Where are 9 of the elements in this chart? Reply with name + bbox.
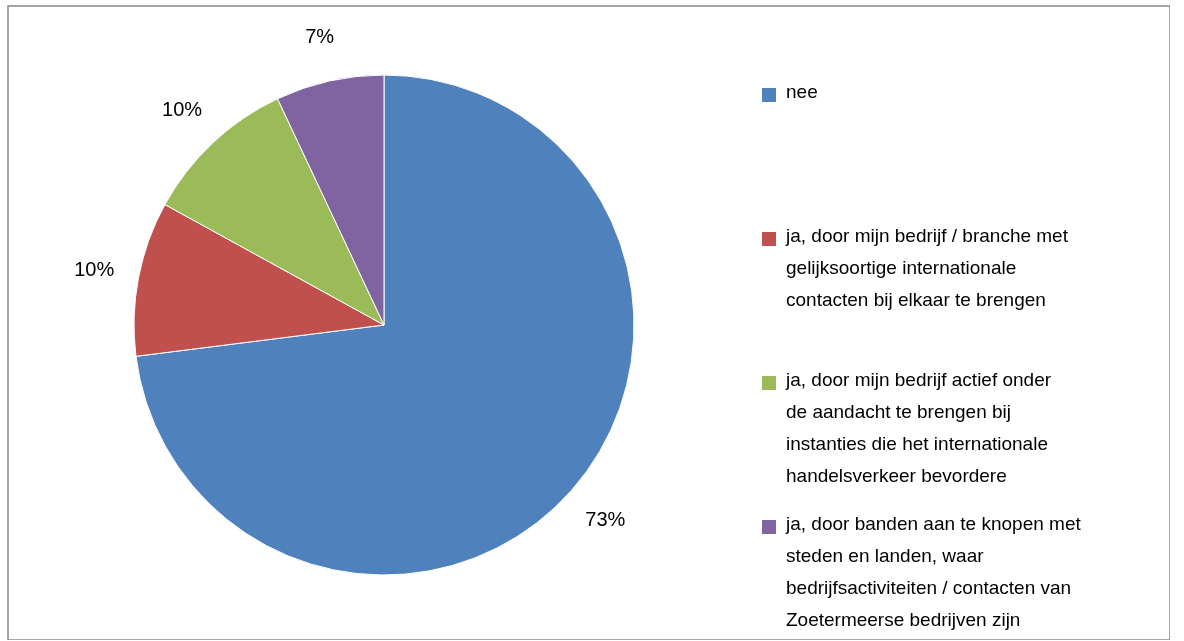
pie-slice — [135, 74, 635, 576]
legend-label: ja, door mijn bedrijf / branche met gelijksoortige internationale contacten bij elkaar te brengen — [785, 225, 1069, 310]
data-label: 10% — [74, 257, 115, 280]
legend-label: ja, door banden aan te knopen met steden en landen, waar bedrijfsactiviteiten / contacten van Zoetermeerse bedrijven zijn — [785, 513, 1082, 630]
legend-label: nee — [786, 81, 818, 102]
legend-label: ja, door mijn bedrijf actief onder de aandacht te brengen bij instanties die het internationale handelsverkeer bevordere — [785, 369, 1052, 486]
data-label: 73% — [585, 508, 626, 531]
data-label: 10% — [162, 97, 203, 120]
data-label: 7% — [305, 25, 335, 48]
